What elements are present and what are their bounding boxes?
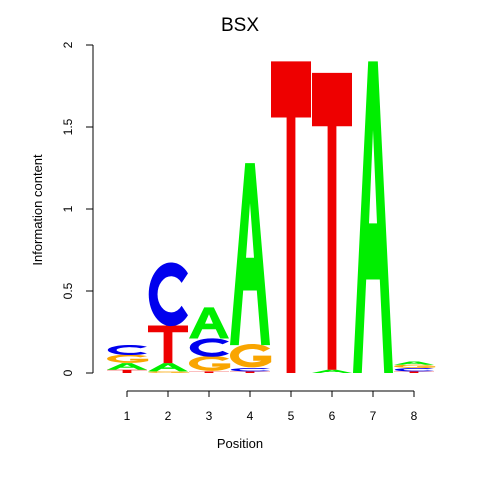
x-tick-label: 2 [165,409,172,423]
logo-letter-pos4-C [235,368,267,371]
logo-letter-pos8-T [394,371,434,373]
logo-letter-pos8-A [394,362,434,365]
logo-letter-pos5-T [271,61,311,373]
logo-letter-pos2-T [148,325,188,363]
x-tick-label: 1 [124,409,131,423]
y-tick-label: 1 [61,205,75,212]
logo-letter-pos8-C [399,368,431,371]
logo-letter-pos3-G [193,357,225,369]
logo-letter-pos3-C [194,340,226,354]
x-tick-label: 7 [370,409,377,423]
x-tick-label: 4 [247,409,254,423]
logo-letters [107,61,434,373]
x-tick-label: 8 [411,409,418,423]
logo-letter-pos3-T [189,371,229,373]
chart-title: BSX [221,15,259,36]
logo-letter-pos4-T [230,371,270,373]
x-axis: 1 2 3 4 5 6 7 8 [124,391,418,423]
logo-letter-pos2-A [148,363,188,371]
y-tick-label: 0.5 [61,282,75,299]
logo-letter-pos6-T [312,73,352,370]
logo-letter-pos1-A [107,363,147,370]
x-tick-label: 5 [288,409,295,423]
y-axis: 0 0.5 1 1.5 2 [61,41,93,376]
logo-letter-pos1-C [112,346,144,354]
logo-letter-pos8-G [398,365,430,368]
logo-letter-pos2-C [153,269,185,319]
logo-letter-pos6-A [312,370,352,373]
logo-letter-pos2-G [152,371,184,372]
x-tick-label: 3 [206,409,213,423]
logo-letter-pos1-G [111,355,143,362]
x-tick-label: 6 [329,409,336,423]
logo-letter-pos3-A [189,307,229,338]
y-axis-label: Information content [30,154,45,266]
y-tick-label: 0 [61,369,75,376]
y-tick-label: 2 [61,41,75,48]
logo-letter-pos4-G [234,346,266,364]
logo-letter-pos1-T [107,370,147,373]
y-tick-label: 1.5 [61,118,75,135]
x-axis-label: Position [217,436,263,451]
logo-letter-pos7-A [353,61,393,373]
logo-letter-pos4-A [230,163,270,345]
